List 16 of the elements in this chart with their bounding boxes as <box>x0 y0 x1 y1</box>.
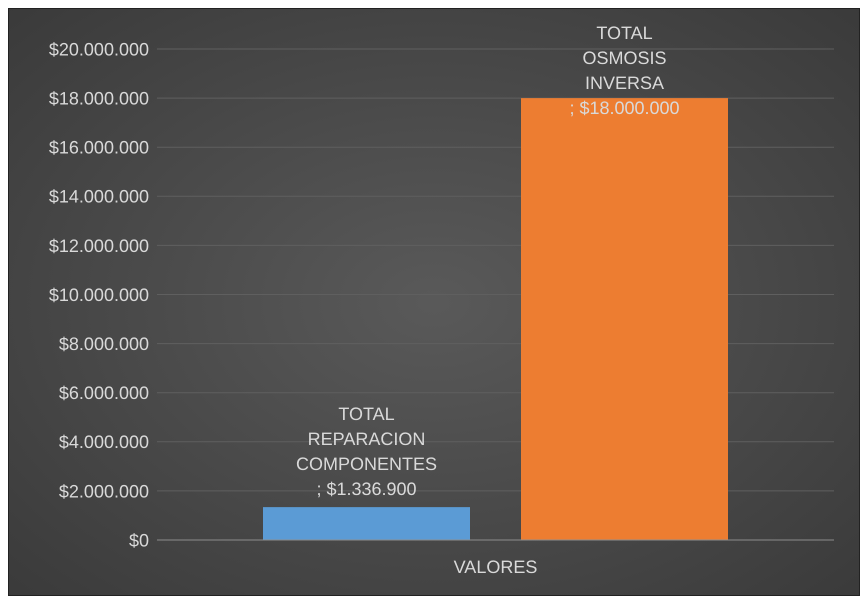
y-tick-label: $20.000.000 <box>48 39 149 60</box>
y-tick-label: $8.000.000 <box>58 334 149 354</box>
y-tick-label: $14.000.000 <box>48 186 149 207</box>
data-label: ; $1.336.900 <box>316 479 417 500</box>
y-tick-label: $0 <box>128 530 149 550</box>
x-tick-label: VALORES <box>454 556 538 577</box>
series-label: TOTAL REPARACION COMPONENTES <box>296 404 438 474</box>
series-label: TOTAL OSMOSIS INVERSA <box>582 23 667 93</box>
y-tick-label: $18.000.000 <box>48 88 149 108</box>
y-tick-label: $12.000.000 <box>48 236 149 256</box>
y-tick-label: $6.000.000 <box>58 383 149 404</box>
y-tick-label: $10.000.000 <box>48 284 149 305</box>
y-tick-label: $4.000.000 <box>58 432 149 452</box>
y-tick-label: $2.000.000 <box>58 481 149 502</box>
y-tick-label: $16.000.000 <box>48 138 149 158</box>
data-label: ; $18.000.000 <box>569 98 680 118</box>
